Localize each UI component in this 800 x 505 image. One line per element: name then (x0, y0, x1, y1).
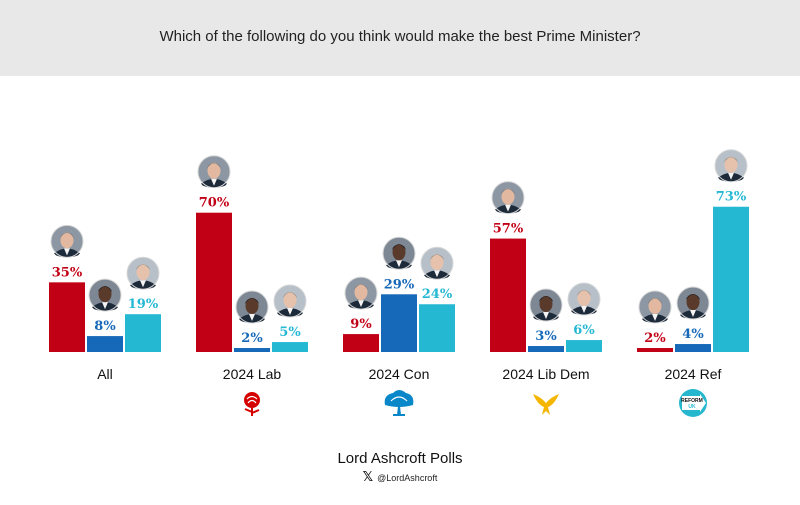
bar-chart: 35% 8% 19% All 70% 2% 5% 2024 Lab 9% 29% 24% 2024 C… (49, 149, 749, 417)
bar-2-3 (381, 294, 417, 352)
bar-1-5 (637, 348, 673, 352)
category-label: 2024 Con (369, 366, 430, 382)
data-label: 35% (52, 265, 83, 280)
farage-portrait-icon (714, 149, 748, 183)
x-logo-icon: 𝕏 (362, 470, 374, 485)
farage-portrait-icon (273, 284, 307, 318)
starmer-portrait-icon (491, 181, 525, 215)
libdem-bird-icon (533, 394, 559, 415)
bar-2-1 (87, 336, 123, 352)
starmer-portrait-icon (344, 276, 378, 310)
farage-portrait-icon (567, 282, 601, 316)
badenoch-portrait-icon (529, 288, 563, 322)
bar-1-1 (49, 282, 85, 352)
labour-rose-icon (244, 392, 260, 416)
svg-text:UK: UK (688, 404, 696, 410)
farage-portrait-icon (126, 256, 160, 290)
data-label: 6% (573, 323, 595, 338)
data-label: 8% (94, 319, 116, 334)
badenoch-portrait-icon (88, 278, 122, 312)
starmer-portrait-icon (638, 290, 672, 324)
data-label: 4% (682, 327, 704, 342)
bar-1-2 (196, 212, 232, 352)
badenoch-portrait-icon (676, 286, 710, 320)
category-label: 2024 Lab (223, 366, 282, 382)
bar-3-5 (713, 206, 749, 352)
data-label: 9% (350, 317, 372, 332)
starmer-portrait-icon (50, 224, 84, 258)
data-label: 3% (535, 329, 557, 344)
data-label: 5% (279, 325, 301, 340)
badenoch-portrait-icon (382, 236, 416, 270)
category-label: All (97, 366, 113, 382)
bar-3-1 (125, 314, 161, 352)
data-label: 2% (644, 331, 666, 346)
starmer-portrait-icon (197, 155, 231, 189)
category-label: 2024 Ref (665, 366, 722, 382)
data-label: 19% (128, 297, 159, 312)
farage-portrait-icon (420, 246, 454, 280)
data-label: 29% (384, 277, 415, 292)
source-label: Lord Ashcroft Polls (337, 450, 463, 467)
data-label: 57% (493, 222, 524, 237)
category-label: 2024 Lib Dem (502, 366, 589, 382)
chart-title: Which of the following do you think woul… (159, 27, 641, 45)
footer: Lord Ashcroft Polls 𝕏 @LordAshcroft (0, 450, 800, 485)
bar-3-3 (419, 304, 455, 352)
bar-2-2 (234, 348, 270, 352)
bar-2-5 (675, 344, 711, 352)
bar-1-4 (490, 238, 526, 352)
bar-3-4 (566, 340, 602, 352)
bar-3-2 (272, 342, 308, 352)
data-label: 2% (241, 331, 263, 346)
badenoch-portrait-icon (235, 290, 269, 324)
svg-text:REFORM: REFORM (681, 398, 703, 404)
bar-1-3 (343, 334, 379, 352)
social-handle: @LordAshcroft (377, 472, 438, 483)
data-label: 73% (716, 190, 747, 205)
bar-2-4 (528, 346, 564, 352)
data-label: 70% (199, 196, 230, 211)
conservative-tree-icon (384, 390, 414, 416)
header-banner: Which of the following do you think woul… (0, 0, 800, 76)
data-label: 24% (422, 287, 453, 302)
social-handle-row: 𝕏 @LordAshcroft (0, 470, 800, 485)
